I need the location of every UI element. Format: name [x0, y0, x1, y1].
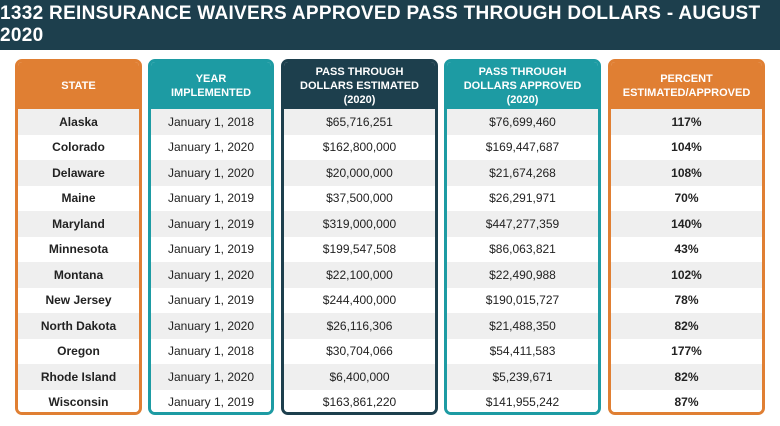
column-year-implemented: YEAR IMPLEMENTED January 1, 2018 January … [148, 59, 274, 415]
table-cell-estimated: $22,100,000 [284, 262, 435, 288]
table-cell-year: January 1, 2019 [151, 236, 271, 262]
column-header-approved: PASS THROUGH DOLLARS APPROVED (2020) [447, 62, 598, 109]
table-cell-percent: 82% [611, 313, 762, 339]
table-cell-state: Minnesota [18, 236, 139, 262]
table-cell-approved: $5,239,671 [447, 364, 598, 390]
table-cell-year: January 1, 2019 [151, 185, 271, 211]
table-cell-year: January 1, 2020 [151, 262, 271, 288]
table-cell-approved: $76,699,460 [447, 109, 598, 135]
column-percent: PERCENT ESTIMATED/APPROVED 117% 104% 108% 7… [608, 59, 765, 415]
table-cell-estimated: $163,861,220 [284, 389, 435, 412]
table-cell-year: January 1, 2018 [151, 109, 271, 135]
state-cells: Alaska Colorado Delaware Maine Maryland Minne… [18, 109, 139, 412]
table-cell-approved: $26,291,971 [447, 185, 598, 211]
table-cell-state: Maine [18, 185, 139, 211]
table-cell-year: January 1, 2020 [151, 313, 271, 339]
table-cell-estimated: $37,500,000 [284, 185, 435, 211]
column-estimated: PASS THROUGH DOLLARS ESTIMATED (2020) $6… [281, 59, 438, 415]
table-cell-approved: $86,063,821 [447, 236, 598, 262]
table-cell-estimated: $65,716,251 [284, 109, 435, 135]
table-cell-year: January 1, 2019 [151, 287, 271, 313]
column-header-year: YEAR IMPLEMENTED [151, 62, 271, 109]
table-cell-percent: 70% [611, 185, 762, 211]
table-cell-state: Oregon [18, 338, 139, 364]
column-header-state: STATE [18, 62, 139, 109]
table-cell-approved: $21,674,268 [447, 160, 598, 186]
table-cell-year: January 1, 2020 [151, 160, 271, 186]
column-header-estimated: PASS THROUGH DOLLARS ESTIMATED (2020) [284, 62, 435, 109]
approved-cells: $76,699,460 $169,447,687 $21,674,268 $26,29… [447, 109, 598, 412]
table-cell-percent: 102% [611, 262, 762, 288]
table-cell-state: Montana [18, 262, 139, 288]
table-cell-state: Wisconsin [18, 389, 139, 412]
percent-cells: 117% 104% 108% 70% 140% 43% 102% 78% 82% 177% 82% 8… [611, 109, 762, 412]
table-cell-state: North Dakota [18, 313, 139, 339]
table-cell-percent: 43% [611, 236, 762, 262]
table-cell-estimated: $319,000,000 [284, 211, 435, 237]
table-cell-state: Alaska [18, 109, 139, 135]
table-cell-estimated: $30,704,066 [284, 338, 435, 364]
table-cell-year: January 1, 2020 [151, 364, 271, 390]
table-cell-percent: 78% [611, 287, 762, 313]
table-cell-year: January 1, 2020 [151, 134, 271, 160]
table-cell-state: Colorado [18, 134, 139, 160]
table-cell-percent: 104% [611, 134, 762, 160]
table-cell-percent: 82% [611, 364, 762, 390]
table-cell-estimated: $26,116,306 [284, 313, 435, 339]
table-cell-percent: 87% [611, 389, 762, 412]
table-cell-percent: 140% [611, 211, 762, 237]
table-cell-approved: $141,955,242 [447, 389, 598, 412]
table-cell-estimated: $6,400,000 [284, 364, 435, 390]
table-cell-estimated: $162,800,000 [284, 134, 435, 160]
table-cell-percent: 117% [611, 109, 762, 135]
table-cell-percent: 177% [611, 338, 762, 364]
table-cell-state: New Jersey [18, 287, 139, 313]
column-approved: PASS THROUGH DOLLARS APPROVED (2020) $76… [444, 59, 601, 415]
table-cell-estimated: $244,400,000 [284, 287, 435, 313]
table-cell-estimated: $199,547,508 [284, 236, 435, 262]
column-state: STATE Alaska Colorado Delaware Maine Marylan… [15, 59, 142, 415]
table-cell-approved: $54,411,583 [447, 338, 598, 364]
table-cell-approved: $22,490,988 [447, 262, 598, 288]
table-cell-year: January 1, 2019 [151, 389, 271, 412]
table-cell-percent: 108% [611, 160, 762, 186]
table-cell-approved: $21,488,350 [447, 313, 598, 339]
year-cells: January 1, 2018 January 1, 2020 January 1,… [151, 109, 271, 412]
table-cell-state: Maryland [18, 211, 139, 237]
page-title: 1332 Reinsurance Waivers Approved Pass T… [0, 0, 780, 50]
table-cell-approved: $169,447,687 [447, 134, 598, 160]
table-cell-approved: $190,015,727 [447, 287, 598, 313]
table-cell-state: Delaware [18, 160, 139, 186]
table-cell-approved: $447,277,359 [447, 211, 598, 237]
column-header-percent: PERCENT ESTIMATED/APPROVED [611, 62, 762, 109]
table-cell-year: January 1, 2018 [151, 338, 271, 364]
table-cell-year: January 1, 2019 [151, 211, 271, 237]
table-cell-state: Rhode Island [18, 364, 139, 390]
estimated-cells: $65,716,251 $162,800,000 $20,000,000 $37,50… [284, 109, 435, 412]
table-cell-estimated: $20,000,000 [284, 160, 435, 186]
